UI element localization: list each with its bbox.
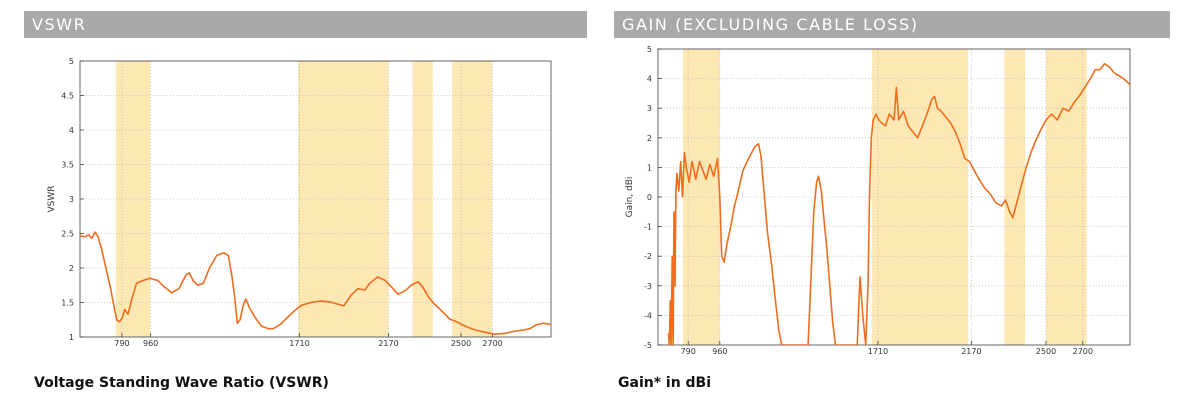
gain-x-tick-label: 790 xyxy=(681,347,696,355)
gain-y-tick-label: 0 xyxy=(647,193,652,202)
gain-y-tick-label: 2 xyxy=(647,134,652,143)
gain-band-2 xyxy=(1004,49,1026,345)
vswr-x-tick-label: 1710 xyxy=(289,339,309,348)
gain-y-tick-label: 1 xyxy=(647,163,652,172)
vswr-x-tick-label: 960 xyxy=(143,339,158,348)
gain-y-tick-label: -4 xyxy=(644,311,652,320)
vswr-y-tick-label: 1.5 xyxy=(61,299,74,308)
vswr-y-tick-label: 5 xyxy=(69,57,74,66)
vswr-x-tick-label: 2500 xyxy=(451,339,471,348)
gain-y-tick-label: 5 xyxy=(647,45,652,54)
gain-band-0 xyxy=(683,49,720,345)
vswr-panel-header: VSWR xyxy=(24,11,587,38)
gain-y-tick-label: 4 xyxy=(647,75,652,84)
gain-chart: -5 -4 -3 -2 -1 0 1 2 3 4 5 790 960 1710 2170 2500 2700 Ga… xyxy=(625,45,1131,355)
vswr-y-tick-label: 2.5 xyxy=(61,230,74,239)
gain-panel-header: GAIN (EXCLUDING CABLE LOSS) xyxy=(614,11,1170,38)
gain-y-tick-label: -2 xyxy=(644,252,652,261)
vswr-x-tick-label: 2700 xyxy=(482,339,502,348)
gain-x-tick-label: 2500 xyxy=(1036,347,1056,355)
vswr-y-tick-label: 1 xyxy=(69,333,74,342)
vswr-series-line-0 xyxy=(80,231,551,335)
gain-y-tick-label: -1 xyxy=(644,223,652,232)
gain-series-line-0 xyxy=(667,63,1130,345)
gain-x-tick-label: 960 xyxy=(712,347,727,355)
gain-y-tick-label: 3 xyxy=(647,104,652,113)
vswr-band-1 xyxy=(298,61,389,337)
vswr-y-tick-label: 4.5 xyxy=(61,92,74,101)
vswr-y-tick-label: 4 xyxy=(69,126,74,135)
gain-y-tick-label: -3 xyxy=(644,282,652,291)
vswr-x-tick-label: 2170 xyxy=(378,339,398,348)
gain-caption: Gain* in dBi xyxy=(618,375,712,391)
vswr-y-tick-label: 3.5 xyxy=(61,161,74,170)
vswr-y-axis-label: VSWR xyxy=(47,185,57,212)
gain-y-tick-label: -5 xyxy=(644,341,652,350)
gain-x-tick-label: 2700 xyxy=(1073,347,1093,355)
gain-x-tick-label: 1710 xyxy=(868,347,888,355)
vswr-y-tick-label: 2 xyxy=(69,264,74,273)
gain-y-axis-label: Gain, dBi xyxy=(625,177,635,218)
vswr-y-tick-label: 3 xyxy=(69,195,74,204)
vswr-caption: Voltage Standing Wave Ratio (VSWR) xyxy=(34,375,329,391)
vswr-chart: 1 1.5 2 2.5 3 3.5 4 4.5 5 790 960 1710 2170 2500 2700 V… xyxy=(47,57,552,348)
gain-x-tick-label: 2170 xyxy=(961,347,981,355)
vswr-x-tick-label: 790 xyxy=(114,339,129,348)
